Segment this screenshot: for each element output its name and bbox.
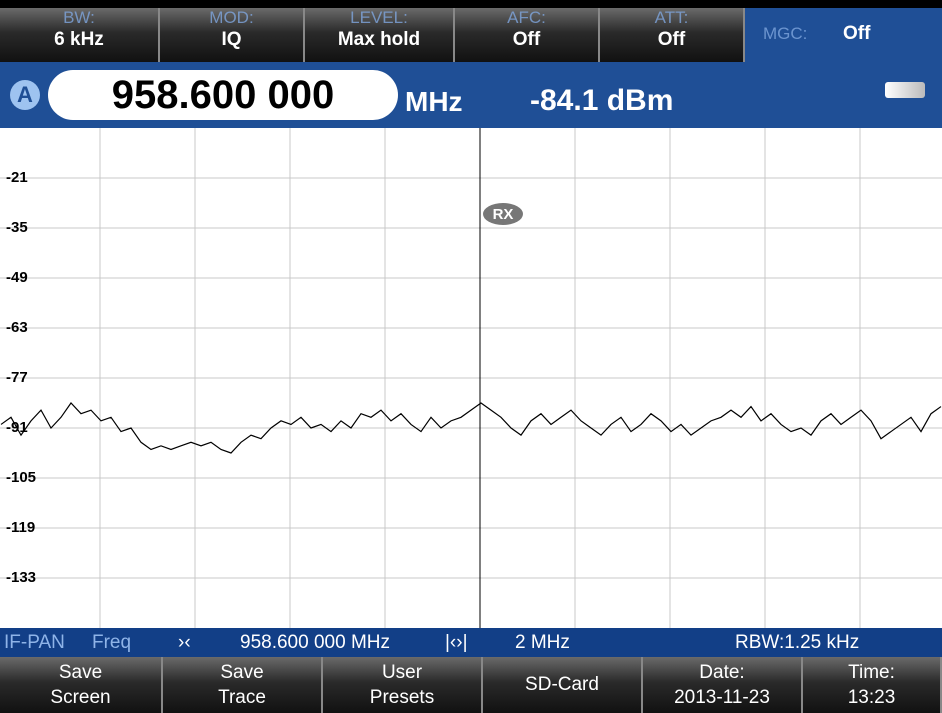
softkey-line: 13:23 [847,687,896,708]
center: 958.600 000 MHz [240,632,390,653]
y-tick-label: -105 [6,469,36,486]
button-value: 6 kHz [54,29,104,50]
button-label: MGC: [763,24,808,43]
softkey[interactable]: Save Trace [163,657,323,713]
button-value: Max hold [337,29,421,50]
softkey-line: SD-Card [525,674,599,695]
top-bar: BW: 6 kHz MOD: IQ LEVEL: Max hold AFC: Off ATT: O… [0,0,942,62]
y-tick-label: -63 [6,319,28,336]
battery [885,82,925,98]
top-button[interactable]: ATT: Off [600,8,745,62]
top-button[interactable]: MOD: IQ [160,8,305,62]
top-button[interactable]: MGC: Off [745,8,942,62]
y-tick-label: -49 [6,269,28,286]
button-label: BW: [63,8,95,27]
level: -84.1 dBm [530,84,674,117]
rx-badge [483,203,523,225]
span-icon: |‹›| [445,632,468,653]
status-bar: IF-PAN Freq ›‹ 958.600 000 MHz |‹›| 2 MH… [0,628,942,657]
button-value: Off [843,23,871,44]
mode: IF-PAN [4,632,65,653]
softkey-line: Presets [369,687,435,708]
softkey-line: 2013-11-23 [674,687,770,708]
header: A 958.600 000 MHz -84.1 dBm [0,62,942,128]
center-icon: ›‹ [178,632,191,653]
softkey-line: Trace [218,687,266,708]
softkey[interactable]: Time: 13:23 [803,657,942,713]
button-label: AFC: [507,8,546,27]
softkey-line: Screen [50,687,111,708]
mode-sub: Freq [92,632,132,653]
y-tick-label: -133 [6,569,36,586]
softkey[interactable]: SD-Card [483,657,643,713]
annotation: RX [493,206,514,223]
softkey[interactable]: Save Screen [0,657,163,713]
softkey-line: User [381,662,423,683]
softkey[interactable]: User Presets [323,657,483,713]
softkey-line: Time: [848,662,895,683]
unit: MHz [405,86,463,117]
y-tick-label: -119 [6,519,35,536]
button-value: Off [512,29,541,50]
frequency: 958.600 000 [48,70,398,120]
button-value: IQ [221,29,242,50]
button-value: Off [657,29,686,50]
softkey[interactable]: Date: 2013-11-23 [643,657,803,713]
softkey-line: Save [220,662,264,683]
softkey-line: Save [58,662,103,683]
y-tick-label: -35 [6,219,28,236]
y-tick-label: -77 [6,369,28,386]
button-label: LEVEL: [350,8,408,27]
softkey-line: Date: [699,662,745,683]
y-tick-label: -21 [6,169,28,186]
button-label: MOD: [209,8,254,27]
span: 2 MHz [515,632,570,653]
top-button[interactable]: LEVEL: Max hold [305,8,455,62]
rbw: RBW:1.25 kHz [735,632,860,653]
marker: A [10,80,40,110]
top-button[interactable]: AFC: Off [455,8,600,62]
button-label: ATT: [654,8,689,27]
top-button[interactable]: BW: 6 kHz [0,8,160,62]
trace [0,402,942,454]
